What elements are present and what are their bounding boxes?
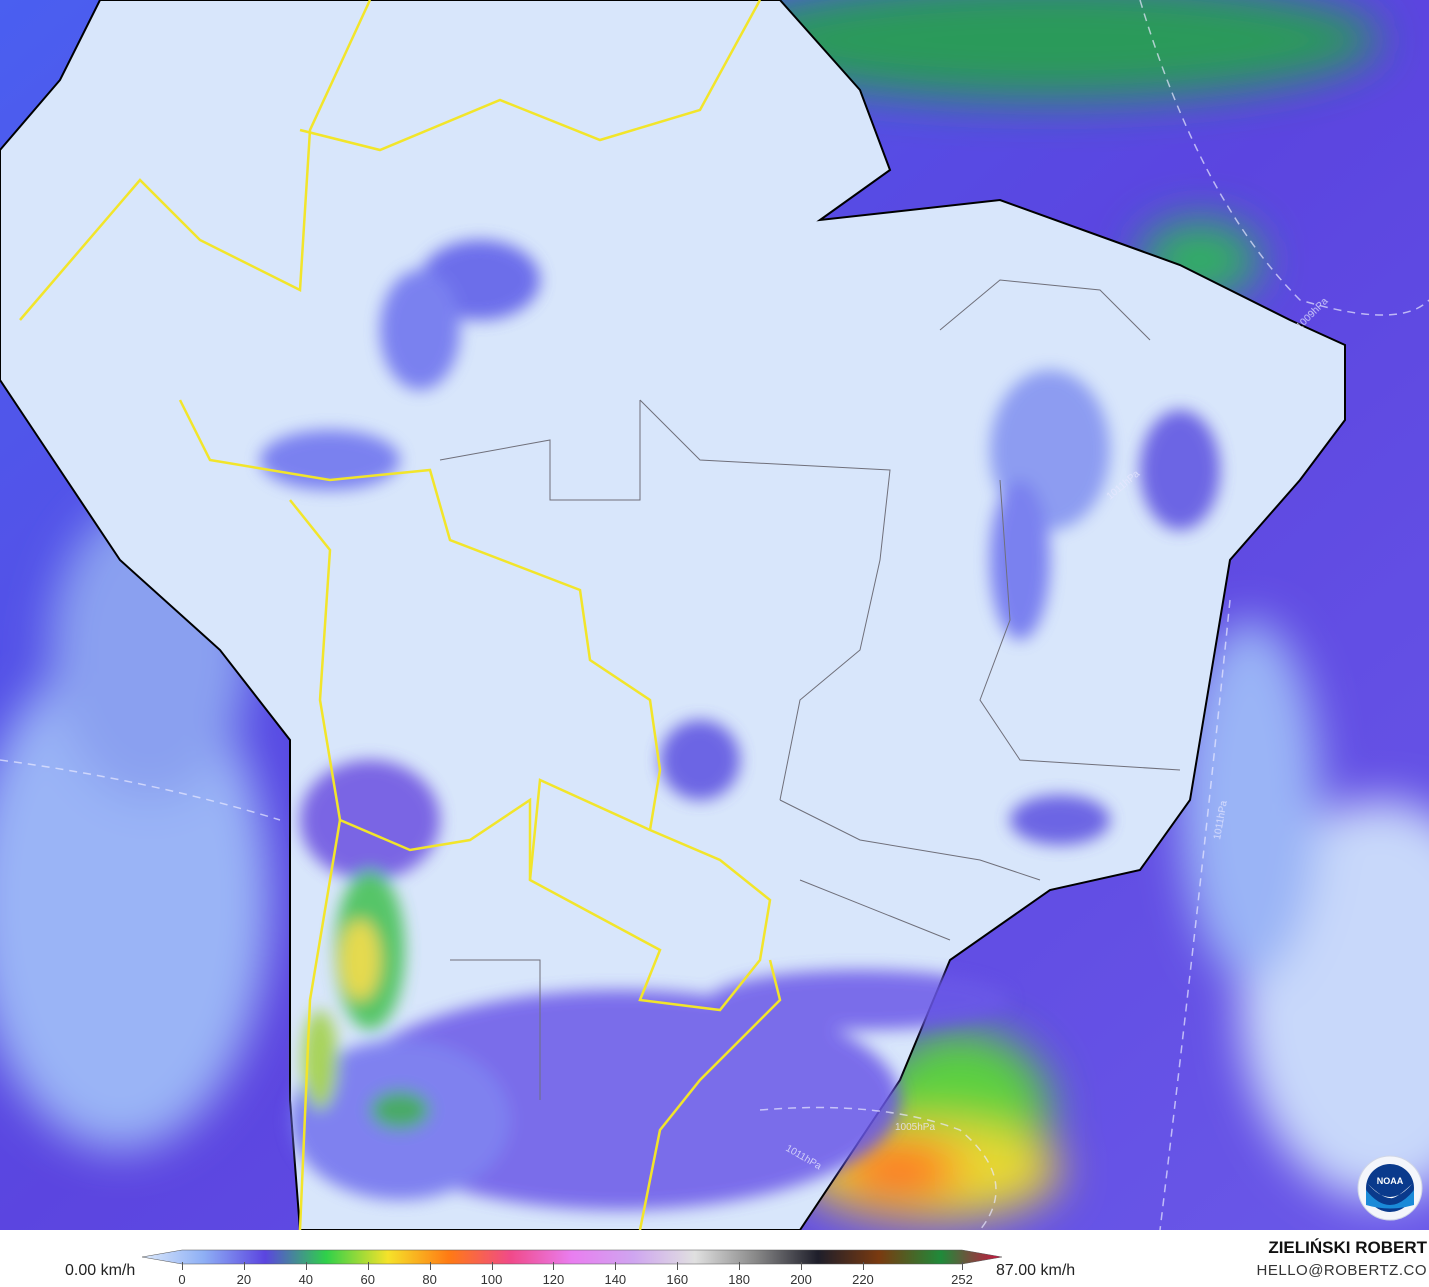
colorbar-tick-label: 220 (852, 1272, 874, 1287)
colorbar-tick (962, 1262, 963, 1270)
land-wind-patches (260, 240, 1220, 1210)
colorbar-tick (305, 1262, 307, 1270)
isobar-label: 1005hPa (895, 1122, 935, 1133)
noaa-logo: NOAA (1357, 1155, 1423, 1221)
colorbar (142, 1249, 1002, 1265)
colorbar-tick-label: 100 (480, 1272, 503, 1287)
colorbar-tick (182, 1262, 183, 1270)
colorbar-tick (739, 1262, 741, 1270)
colorbar-tick-label: 0 (178, 1272, 186, 1287)
colorbar-tick (615, 1262, 617, 1270)
colorbar-tick-label: 180 (728, 1272, 750, 1287)
country-borders (19, 0, 782, 1230)
colorbar-tick (862, 1262, 864, 1270)
legend-max-label: 87.00 km/h (996, 1262, 1076, 1279)
colorbar-tick-label: 200 (790, 1272, 812, 1287)
colorbar-tick (491, 1262, 493, 1270)
isobars (0, 0, 1429, 1230)
colorbar-tick-label: 160 (666, 1272, 689, 1287)
colorbar-tick (367, 1262, 369, 1270)
colorbar-tick-label: 140 (604, 1272, 627, 1287)
land-south-america (0, 0, 1346, 1230)
svg-text:NOAA: NOAA (1377, 1176, 1404, 1186)
legend-min-label: 0.00 km/h (65, 1262, 136, 1279)
colorbar-tick-label: 20 (236, 1272, 252, 1287)
colorbar-tick (429, 1262, 431, 1270)
colorbar-tick-label: 252 (951, 1272, 973, 1287)
colorbar-tick-label: 80 (422, 1272, 437, 1287)
state-borders (439, 279, 1181, 1100)
colorbar-tick-label: 60 (360, 1272, 375, 1287)
colorbar-tick (801, 1262, 803, 1270)
colorbar-tick (677, 1262, 679, 1270)
colorbar-tick (553, 1262, 555, 1270)
author-credit: ZIELIŃSKI ROBERT (1268, 1238, 1427, 1257)
colorbar-tick-label: 120 (542, 1272, 565, 1287)
wind-speed-map: 1011hPa 1005hPa 1011hPa 1011hPa 1009hPa … (0, 0, 1429, 1230)
colorbar-tick-label: 40 (298, 1272, 314, 1287)
ocean-wind-patches (0, 0, 1429, 1220)
author-email: HELLO@ROBERTZ.CO (1256, 1262, 1427, 1279)
colorbar-tick (243, 1262, 245, 1270)
